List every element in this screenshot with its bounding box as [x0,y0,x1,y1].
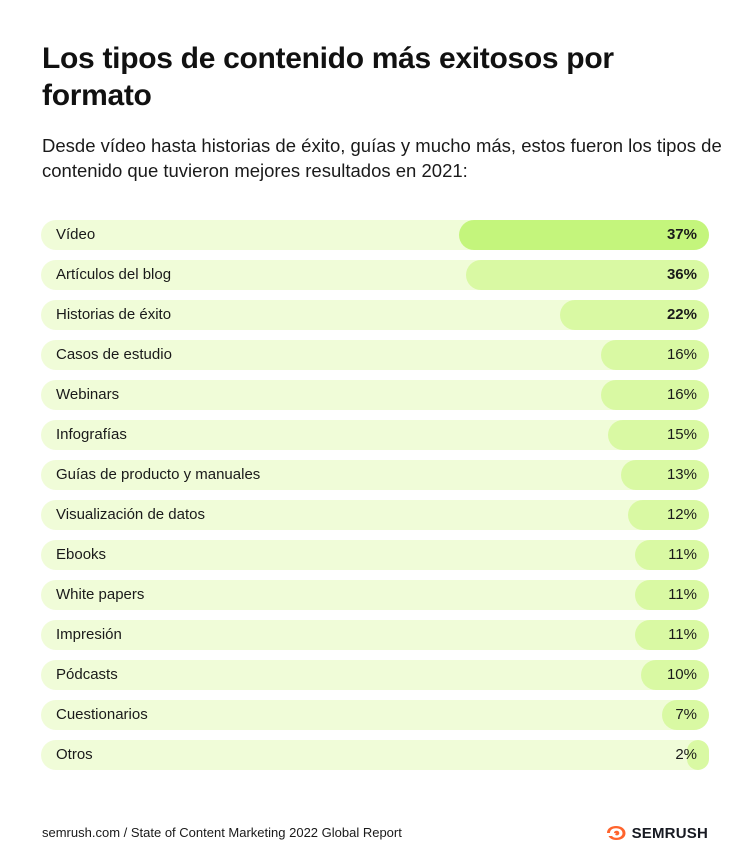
bar [687,740,709,770]
category-label: White papers [56,586,145,603]
bar-row: Infografías 15% [41,420,709,450]
value-label: 10% [666,666,697,683]
bar [628,500,709,530]
value-label: 2% [675,746,697,763]
bar [459,220,709,250]
value-label: 15% [666,426,697,443]
bar [621,460,709,490]
category-label: Artículos del blog [56,266,172,283]
bar-row: Guías de producto y manuales 13% [41,460,709,490]
category-label: Vídeo [56,226,96,243]
bar-row: Visualización de datos 12% [41,500,709,530]
bar-row: Impresión 11% [41,620,709,650]
bar-row: Vídeo 37% [41,220,709,250]
bar-row: White papers 11% [41,580,709,610]
bar [635,540,709,570]
bar [635,580,709,610]
category-label: Cuestionarios [56,706,148,723]
category-label: Historias de éxito [56,306,172,323]
bar [601,380,709,410]
value-label: 16% [666,386,697,403]
category-label: Ebooks [56,546,107,563]
bar-row: Casos de estudio 16% [41,340,709,370]
bar-row: Otros 2% [41,740,709,770]
value-label: 16% [666,346,697,363]
bar-row: Artículos del blog 36% [41,260,709,290]
bar-row: Pódcasts 10% [41,660,709,690]
category-label: Infografías [56,426,127,443]
category-label: Visualización de datos [56,506,205,523]
value-label: 36% [666,266,697,283]
bar [608,420,709,450]
value-label: 22% [666,306,697,323]
value-label: 12% [666,506,697,523]
category-label: Otros [56,746,93,763]
category-label: Casos de estudio [56,346,172,363]
category-label: Pódcasts [56,666,118,683]
brand-name: SEMRUSH [631,824,708,842]
page-title: Los tipos de contenido más exitosos por … [42,42,614,112]
bar-row: Historias de éxito 22% [41,300,709,330]
bar [560,300,709,330]
value-label: 13% [666,466,697,483]
brand-logo: SEMRUSH [605,822,708,844]
bar [641,660,709,690]
value-label: 37% [666,226,697,243]
bar [635,620,709,650]
bar [466,260,709,290]
page-subtitle: Desde vídeo hasta historias de éxito, gu… [42,135,722,181]
source-note: semrush.com / State of Content Marketing… [42,825,402,840]
bar-row: Ebooks 11% [41,540,709,570]
value-label: 11% [668,626,697,643]
bar-row: Webinars 16% [41,380,709,410]
bar-chart: Vídeo 37% Artículos del blog 36% Historias d… [41,220,709,780]
value-label: 7% [675,706,697,723]
semrush-flame-icon [606,826,626,840]
bar-row: Cuestionarios 7% [41,700,709,730]
bar [601,340,709,370]
value-label: 11% [668,586,697,603]
category-label: Webinars [56,386,120,403]
bar [662,700,709,730]
category-label: Impresión [56,626,122,643]
value-label: 11% [668,546,697,563]
category-label: Guías de producto y manuales [56,466,261,483]
